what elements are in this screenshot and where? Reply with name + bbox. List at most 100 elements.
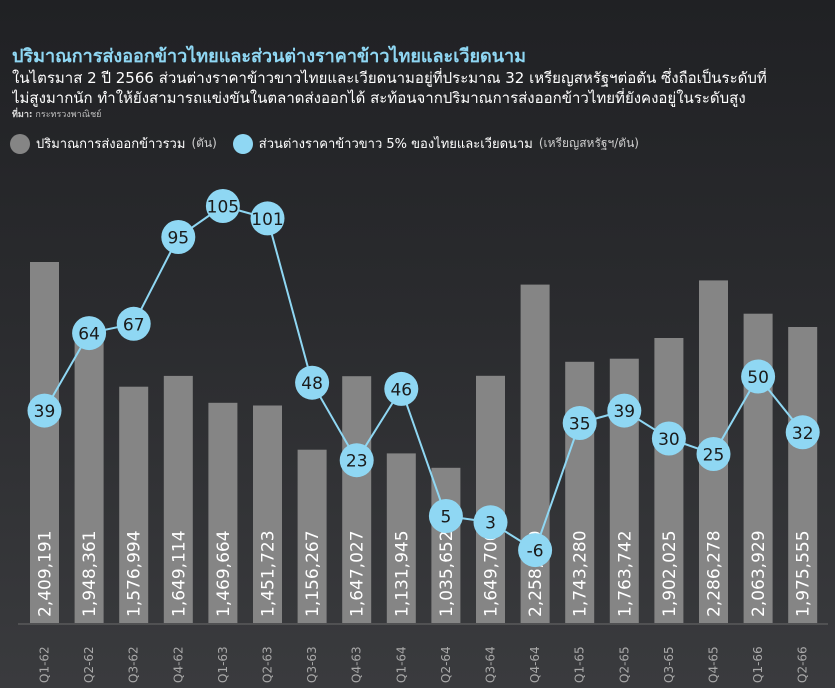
line-point-label: 67 <box>123 315 145 335</box>
line-point-label: 25 <box>703 446 725 466</box>
bar-value-label: 1,743,280 <box>571 530 591 617</box>
x-tick-label: Q3-64 <box>484 646 498 683</box>
x-tick-label: Q3-65 <box>662 646 676 683</box>
x-tick-label: Q4-64 <box>528 646 542 683</box>
line-point <box>384 371 419 406</box>
line-point <box>250 201 285 236</box>
bar-value-label: 1,035,652 <box>437 530 457 617</box>
bar <box>297 449 327 623</box>
x-tick-label: Q4-63 <box>350 646 364 683</box>
line-point <box>116 306 151 341</box>
line-point-label: 64 <box>78 325 100 345</box>
x-tick-label: Q4-62 <box>171 646 185 683</box>
legend-swatch-bar <box>10 133 30 154</box>
chart-subtitle-line-1: ในไตรมาส 2 ปี 2566 ส่วนต่างราคาข้าวขาวไท… <box>12 69 767 87</box>
line-point-label: -6 <box>527 542 544 562</box>
bar-value-label: 1,451,723 <box>259 530 279 617</box>
bar-value-label: 1,156,267 <box>303 530 323 617</box>
bar-value-labels: 2,409,191 1,948,361 1,576,994 1,649,114 1,46… <box>36 530 814 617</box>
line-point-label: 3 <box>485 514 496 534</box>
bar <box>253 405 282 623</box>
chart-legend: ปริมาณการส่งออกข้าวรวม (ตัน) ส่วนต่างราค… <box>10 133 655 154</box>
bar <box>30 262 59 623</box>
line-point <box>339 443 374 478</box>
bar <box>208 402 238 623</box>
x-tick-label: Q2-65 <box>617 646 631 683</box>
line-point <box>161 220 196 254</box>
line-point-label: 48 <box>301 374 323 394</box>
x-tick-label: Q1-62 <box>38 646 52 683</box>
x-tick-label: Q2-62 <box>82 646 96 683</box>
bar-value-label: 1,902,025 <box>660 530 680 617</box>
bar <box>654 338 684 623</box>
line-point-label: 50 <box>747 368 769 388</box>
line-point-label: 105 <box>207 198 239 218</box>
x-tick-label: Q2-66 <box>796 646 810 683</box>
chart-title: ปริมาณการส่งออกข้าวไทยและส่วนต่างราคาข้า… <box>12 46 526 67</box>
bar-value-label: 2,409,191 <box>36 530 56 617</box>
bar <box>476 375 505 623</box>
legend-item-price-gap: ส่วนต่างราคาข้าวขาว 5% ของไทยและเวียดนาม… <box>232 133 639 154</box>
bar-value-label: 1,576,994 <box>125 530 145 617</box>
line-point <box>295 365 330 400</box>
bar-value-label: 1,649,700 <box>482 530 502 617</box>
chart-subtitle-line-2: ไม่สูงมากนัก ทำให้ยังสามารถแข่งขันในตลาด… <box>12 89 746 107</box>
bar <box>565 361 595 623</box>
bar <box>74 331 104 623</box>
line-point-label: 39 <box>613 402 635 422</box>
source-label: ที่มา: <box>12 110 33 120</box>
line-point-label: 95 <box>167 229 189 249</box>
bar-value-label: 2,063,929 <box>749 530 769 617</box>
line-point <box>562 406 597 440</box>
line-point-label: 39 <box>34 402 56 422</box>
bar-value-label: 1,469,664 <box>214 530 234 617</box>
line-point <box>741 359 776 394</box>
bar-value-label: 1,948,361 <box>80 530 100 617</box>
x-tick-label: Q1-65 <box>573 646 587 683</box>
x-tick-label: Q1-63 <box>216 646 230 683</box>
bar-value-label: 1,763,742 <box>615 530 635 617</box>
legend-label-price-gap: ส่วนต่างราคาข้าวขาว 5% ของไทยและเวียดนาม <box>258 137 533 152</box>
line-point <box>696 437 731 471</box>
bar-value-label: 2,286,278 <box>705 530 725 617</box>
bar <box>163 375 193 623</box>
legend-swatch-point <box>232 133 253 154</box>
line-point <box>518 533 553 568</box>
line-point <box>473 505 508 540</box>
legend-unit-export-volume: (ตัน) <box>191 136 217 150</box>
line-point-label: 101 <box>251 210 283 230</box>
source-value: กระทรวงพาณิชย์ <box>35 110 102 120</box>
bar <box>431 467 461 623</box>
x-tick-label: Q2-63 <box>261 646 275 683</box>
chart-header: ปริมาณการส่งออกข้าวไทยและส่วนต่างราคาข้า… <box>12 46 827 121</box>
bar-value-label: 1,649,114 <box>169 530 189 617</box>
line-point-label: 46 <box>390 380 412 400</box>
x-tick-label: Q2-64 <box>439 646 453 683</box>
x-tick-label: Q3-63 <box>305 646 319 683</box>
x-axis-tick-labels: Q1-62 Q2-62 Q3-62 Q4-62 Q1-63 Q2-63 Q3-63 Q4-63… <box>38 646 810 683</box>
source-note: ที่มา: กระทรวงพาณิชย์ <box>12 109 827 121</box>
bar <box>342 376 372 623</box>
line-points: 39 64 67 95 105 101 48 23 46 5 3 -6 35 39 30 25 50 32 <box>27 189 820 568</box>
bar <box>119 386 149 623</box>
legend-label-export-volume: ปริมาณการส่งออกข้าวรวม <box>36 137 186 152</box>
bar-value-label: 1,975,555 <box>794 530 814 617</box>
x-tick-label: Q1-66 <box>751 646 765 683</box>
bar <box>788 327 818 623</box>
line-point <box>205 189 240 223</box>
line-point-label: 30 <box>658 430 680 450</box>
line-point-label: 32 <box>792 424 814 444</box>
x-tick-label: Q4-65 <box>707 646 721 683</box>
line-point <box>428 499 463 533</box>
line-point <box>651 421 686 456</box>
line-point <box>27 393 62 428</box>
bar <box>386 453 416 623</box>
line-point-label: 23 <box>346 452 368 472</box>
price-gap-line <box>43 204 804 552</box>
x-tick-label: Q3-62 <box>127 646 141 683</box>
line-point-label: 35 <box>569 415 591 435</box>
bar-value-label: 1,647,027 <box>348 530 368 617</box>
bar-value-label: 1,131,945 <box>392 530 412 617</box>
line-point <box>607 393 642 428</box>
